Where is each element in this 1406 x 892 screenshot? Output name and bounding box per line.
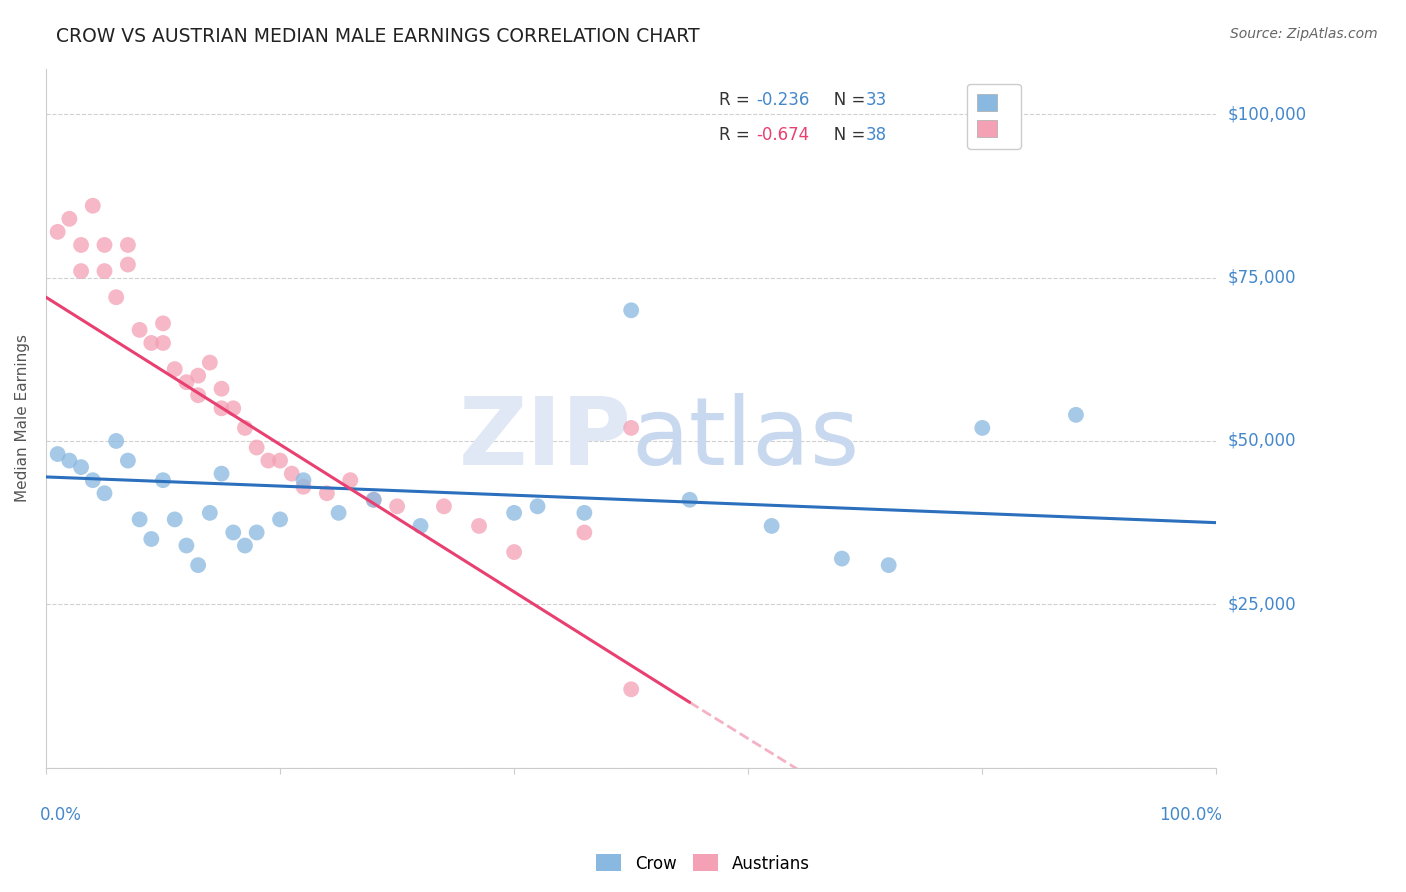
Point xyxy=(117,453,139,467)
Point xyxy=(233,421,256,435)
Point xyxy=(187,368,209,383)
Point xyxy=(117,258,139,272)
Point xyxy=(257,453,280,467)
Point xyxy=(187,558,209,573)
Point xyxy=(141,335,163,350)
Point xyxy=(152,335,174,350)
Point xyxy=(163,512,186,526)
Text: ZIP: ZIP xyxy=(458,393,631,485)
Point xyxy=(176,539,198,553)
Point xyxy=(152,473,174,487)
Point xyxy=(105,434,128,448)
Point xyxy=(82,473,104,487)
Point xyxy=(433,500,456,514)
Legend: , : , xyxy=(967,84,1021,148)
Point xyxy=(70,264,93,278)
Point xyxy=(93,486,115,500)
Text: 33: 33 xyxy=(865,91,887,109)
Point xyxy=(187,388,209,402)
Point xyxy=(141,532,163,546)
Point xyxy=(222,525,245,540)
Text: N =: N = xyxy=(818,91,872,109)
Point xyxy=(620,303,643,318)
Point xyxy=(82,199,104,213)
Text: 38: 38 xyxy=(865,126,886,144)
Point xyxy=(679,492,702,507)
Point xyxy=(328,506,350,520)
Text: -0.236: -0.236 xyxy=(756,91,810,109)
Point xyxy=(1064,408,1087,422)
Point xyxy=(211,401,233,416)
Point xyxy=(385,500,408,514)
Point xyxy=(105,290,128,304)
Text: $75,000: $75,000 xyxy=(1227,268,1296,286)
Point xyxy=(117,238,139,252)
Point xyxy=(503,506,526,520)
Point xyxy=(222,401,245,416)
Text: -0.674: -0.674 xyxy=(756,126,810,144)
Point xyxy=(198,355,221,369)
Point xyxy=(128,323,150,337)
Point xyxy=(246,441,269,455)
Point xyxy=(176,375,198,389)
Text: N =: N = xyxy=(818,126,872,144)
Point xyxy=(526,500,548,514)
Point xyxy=(831,551,853,566)
Text: $100,000: $100,000 xyxy=(1227,105,1306,123)
Point xyxy=(70,238,93,252)
Y-axis label: Median Male Earnings: Median Male Earnings xyxy=(15,334,30,502)
Point xyxy=(211,382,233,396)
Text: R =: R = xyxy=(718,91,755,109)
Point xyxy=(620,421,643,435)
Point xyxy=(211,467,233,481)
Point xyxy=(269,512,291,526)
Point xyxy=(315,486,337,500)
Point xyxy=(46,225,69,239)
Point xyxy=(972,421,994,435)
Point xyxy=(574,506,596,520)
Point xyxy=(269,453,291,467)
Point xyxy=(363,492,385,507)
Text: 0.0%: 0.0% xyxy=(41,806,82,824)
Point xyxy=(152,317,174,331)
Point xyxy=(58,453,80,467)
Point xyxy=(70,460,93,475)
Point xyxy=(128,512,150,526)
Point xyxy=(620,682,643,697)
Point xyxy=(409,519,432,533)
Text: CROW VS AUSTRIAN MEDIAN MALE EARNINGS CORRELATION CHART: CROW VS AUSTRIAN MEDIAN MALE EARNINGS CO… xyxy=(56,27,700,45)
Point xyxy=(58,211,80,226)
Point xyxy=(292,480,315,494)
Text: 100.0%: 100.0% xyxy=(1160,806,1222,824)
Text: $25,000: $25,000 xyxy=(1227,595,1296,614)
Point xyxy=(761,519,783,533)
Point xyxy=(93,264,115,278)
Point xyxy=(877,558,900,573)
Text: atlas: atlas xyxy=(631,393,859,485)
Point xyxy=(468,519,491,533)
Point xyxy=(198,506,221,520)
Text: R =: R = xyxy=(718,126,755,144)
Point xyxy=(292,473,315,487)
Point xyxy=(233,539,256,553)
Text: Source: ZipAtlas.com: Source: ZipAtlas.com xyxy=(1230,27,1378,41)
Point xyxy=(363,492,385,507)
Point xyxy=(503,545,526,559)
Point xyxy=(281,467,304,481)
Point xyxy=(163,362,186,376)
Point xyxy=(574,525,596,540)
Legend: Crow, Austrians: Crow, Austrians xyxy=(589,847,817,880)
Point xyxy=(339,473,361,487)
Point xyxy=(246,525,269,540)
Point xyxy=(46,447,69,461)
Point xyxy=(93,238,115,252)
Text: $50,000: $50,000 xyxy=(1227,432,1296,450)
